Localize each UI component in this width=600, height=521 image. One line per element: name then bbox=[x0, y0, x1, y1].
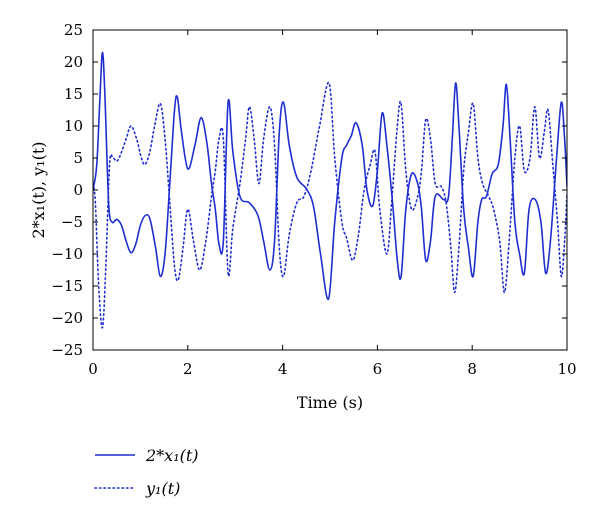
x-tick-label: 6 bbox=[373, 360, 383, 378]
y-tick-label: −5 bbox=[61, 213, 83, 231]
y-tick-label: 20 bbox=[64, 53, 83, 71]
ticks-layer: 0 2 4 6 8 10 25 20 15 10 5 0 −5 −10 −15 −20 −25 bbox=[51, 21, 576, 378]
x-tick-label: 2 bbox=[183, 360, 193, 378]
y-axis-label: 2*x₁(t), y₁(t) bbox=[29, 141, 48, 238]
legend: 2*x₁(t) y₁(t) bbox=[94, 446, 199, 498]
x-tick-label: 8 bbox=[467, 360, 477, 378]
legend-label-series-1: 2*x₁(t) bbox=[145, 446, 199, 465]
y-tick-label: −20 bbox=[51, 309, 83, 327]
legend-label-series-2: y₁(t) bbox=[145, 479, 180, 498]
y-tick-label: 0 bbox=[73, 181, 83, 199]
x-axis-label: Time (s) bbox=[297, 393, 363, 412]
y-tick-label: 5 bbox=[73, 149, 83, 167]
x-tick-label: 10 bbox=[557, 360, 576, 378]
series-layer bbox=[93, 51, 567, 329]
y-tick-label: −10 bbox=[51, 245, 83, 263]
x-tick-label: 4 bbox=[278, 360, 288, 378]
y-tick-label: 25 bbox=[64, 21, 83, 39]
series-line-2 bbox=[93, 82, 567, 329]
axes-frame bbox=[92, 29, 568, 351]
x-tick-label: 0 bbox=[88, 360, 98, 378]
y-tick-label: −15 bbox=[51, 277, 83, 295]
y-tick-label: 10 bbox=[64, 117, 83, 135]
y-tick-label: −25 bbox=[51, 341, 83, 359]
y-tick-label: 15 bbox=[64, 85, 83, 103]
series-line-1 bbox=[93, 51, 567, 300]
